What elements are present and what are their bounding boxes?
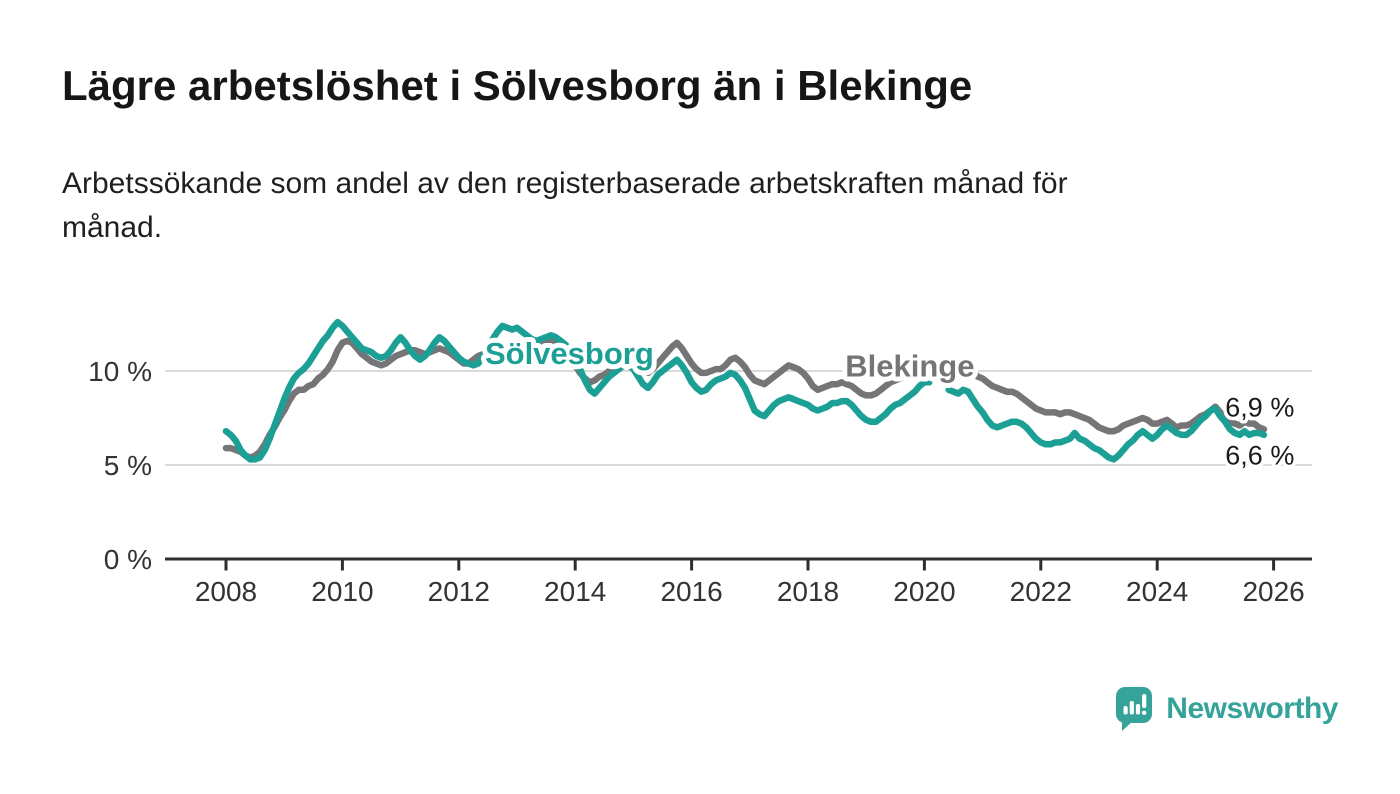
exclamation-dot xyxy=(1142,710,1147,715)
x-axis-label-2018: 2018 xyxy=(777,576,839,607)
end-value-label-blekinge: 6,9 % xyxy=(1225,393,1294,423)
newsworthy-logo[interactable]: Newsworthy xyxy=(1115,686,1338,732)
series-line-solvesborg xyxy=(222,318,1268,463)
newsworthy-wordmark: Newsworthy xyxy=(1166,692,1338,725)
x-axis-label-2022: 2022 xyxy=(1010,576,1072,607)
bar-medium xyxy=(1136,704,1141,715)
x-axis-label-2026: 2026 xyxy=(1242,576,1304,607)
newsworthy-logo-icon xyxy=(1116,687,1153,731)
series-label-blekinge: Blekinge xyxy=(845,348,974,383)
end-value-label-solvesborg: 6,6 % xyxy=(1225,441,1294,471)
x-axis-label-2024: 2024 xyxy=(1126,576,1188,607)
page-title: Lägre arbetslöshet i Sölvesborg än i Ble… xyxy=(62,62,973,109)
x-axis-label-2010: 2010 xyxy=(311,576,373,607)
x-axis-label-2014: 2014 xyxy=(544,576,606,607)
bar-tall xyxy=(1129,701,1135,715)
bar-short xyxy=(1123,706,1128,715)
series-label-solvesborg: Sölvesborg xyxy=(485,336,654,371)
x-axis-label-2008: 2008 xyxy=(195,576,257,607)
speech-bubble-icon xyxy=(1116,687,1153,731)
exclamation-bar xyxy=(1142,694,1147,708)
y-axis-label-5: 5 % xyxy=(104,450,152,481)
y-axis-label-0: 0 % xyxy=(104,544,152,575)
page-subtitle: Arbetssökande som andel av den registerb… xyxy=(62,167,1068,244)
y-axis-label-10: 10 % xyxy=(88,356,152,387)
x-axis-label-2012: 2012 xyxy=(428,576,490,607)
x-axis-label-2016: 2016 xyxy=(660,576,722,607)
x-axis-label-2020: 2020 xyxy=(893,576,955,607)
